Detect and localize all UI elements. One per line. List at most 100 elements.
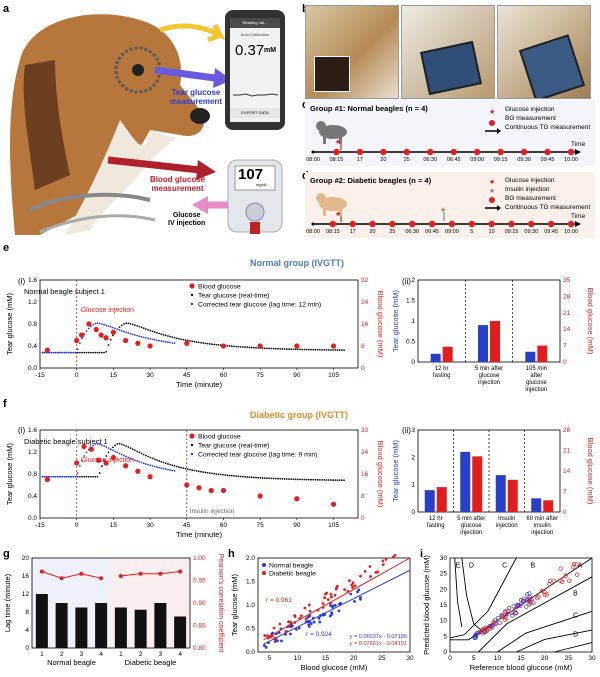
bar-y-left-tick: 0.5: [406, 339, 415, 346]
zone-label: B: [573, 591, 578, 598]
tear-realtime-point: [252, 346, 255, 349]
tear-realtime-point: [193, 340, 196, 343]
timeline-tick: 10: [488, 229, 495, 235]
i-diabetic-point: [513, 606, 518, 612]
tear-corrected-point: [85, 330, 88, 332]
tear-realtime-point: [233, 475, 235, 477]
tear-bar: [525, 351, 536, 362]
legend-c-2: BG measurement: [505, 115, 556, 122]
tear-realtime-point: [292, 348, 295, 351]
h-x-tick: 15: [322, 655, 330, 662]
normal-point: [329, 604, 332, 607]
normal-point: [359, 596, 362, 599]
tear-realtime-point: [182, 467, 185, 470]
tear-realtime-point: [239, 345, 242, 348]
timeline-d-time: Time: [571, 213, 586, 220]
tear-realtime-point: [290, 478, 293, 481]
dog-muzzle: [65, 120, 180, 235]
bar-y-right-tick: 21: [563, 448, 571, 455]
export-button[interactable]: EXPORT DATA: [241, 110, 269, 115]
tear-realtime-point: [211, 343, 213, 346]
tear-corrected-point: [140, 335, 143, 338]
x-axis-label: Time (minute): [176, 530, 222, 539]
tear-realtime-point: [138, 325, 141, 328]
bg-dot: [567, 220, 575, 228]
normal-point: [312, 620, 316, 624]
normal-point: [289, 625, 293, 629]
tear-realtime-point: [323, 348, 326, 351]
f-sub-ii: (ii): [402, 426, 411, 435]
diabetic-point: [384, 557, 388, 561]
timeline-tick: 10:00: [564, 229, 578, 235]
tear-corrected-point: [103, 323, 105, 326]
bar-category-label: 60 min after: [526, 516, 558, 522]
zone-line: [497, 610, 593, 653]
i-diabetic-point: [526, 598, 532, 603]
tear-realtime-point: [329, 349, 332, 351]
tear-realtime-point: [296, 478, 299, 481]
tear-realtime-point: [279, 347, 282, 350]
tear-realtime-point: [268, 347, 271, 350]
normal-point: [309, 622, 313, 625]
tear-realtime-point: [283, 348, 286, 350]
i-y-tick: 15: [440, 602, 448, 609]
diabetic-point: [393, 553, 397, 557]
tear-corrected-point: [52, 475, 55, 478]
tear-corrected-point: [138, 335, 141, 338]
tear-realtime-point: [343, 479, 345, 482]
h-r-blue: r = 0.924: [306, 631, 332, 638]
tear-corrected-point: [125, 455, 128, 458]
tear-corrected-point: [131, 333, 134, 336]
x-axis-label: Time (minute): [176, 380, 222, 389]
tear-corrected-point: [153, 465, 156, 468]
tear-realtime-point: [107, 451, 110, 454]
e-sub-ii: (ii): [402, 277, 411, 286]
tear-corrected-point: [92, 444, 94, 447]
tear-realtime-point: [327, 349, 330, 351]
tear-realtime-point: [323, 479, 326, 481]
zone-label: C: [502, 562, 507, 569]
tear-realtime-point: [92, 475, 94, 478]
i-x-tick: 0: [448, 655, 452, 662]
diabetic-beagle-silhouette: [319, 197, 347, 211]
blood-label-line-2: measurement: [151, 184, 204, 193]
blood-glucose-point: [123, 463, 129, 469]
diabetic-point: [381, 563, 385, 566]
tear-realtime-point: [332, 349, 334, 351]
y-right-tick-label: 8: [361, 343, 365, 350]
bg-dot: [497, 148, 504, 156]
tear-corrected-point: [61, 351, 64, 354]
tear-realtime-point: [217, 344, 220, 346]
tear-realtime-point: [131, 448, 134, 451]
g-left-tick: 8: [25, 609, 29, 616]
tear-realtime-point: [145, 454, 147, 457]
x-tick-label: 15: [110, 372, 118, 379]
i-y-tick: 5: [443, 633, 447, 640]
lag-bar: [55, 603, 68, 648]
panel-a-illustration: [10, 10, 285, 235]
e-subject: Normal beagle subject 1: [24, 287, 105, 296]
i-normal-point: [527, 591, 532, 596]
h-x-tick: 10: [294, 655, 302, 662]
i-normal-point: [515, 602, 520, 608]
zone-line: [454, 557, 463, 628]
legend-d-4: Continuous TG measurement: [505, 204, 591, 211]
bg-dot: [468, 220, 475, 228]
tear-realtime-point: [162, 461, 165, 464]
bg-dot: [428, 220, 436, 228]
tear-realtime-point: [314, 478, 317, 481]
diabetic-point: [293, 615, 297, 618]
blood-bar: [537, 345, 548, 362]
timeline-tick: 06:45: [425, 229, 439, 235]
tear-corrected-point: [103, 445, 105, 447]
x-tick-label: 105: [328, 372, 339, 379]
g-x-tick: 4: [99, 651, 103, 658]
blood-glucose-point: [330, 343, 337, 349]
zone-label: B: [530, 562, 535, 569]
diabetic-point: [330, 595, 333, 599]
x-tick-label: 60: [220, 372, 228, 379]
diabetic-point: [391, 555, 395, 559]
zone-line: [554, 642, 593, 653]
tear-realtime-point: [248, 346, 251, 349]
